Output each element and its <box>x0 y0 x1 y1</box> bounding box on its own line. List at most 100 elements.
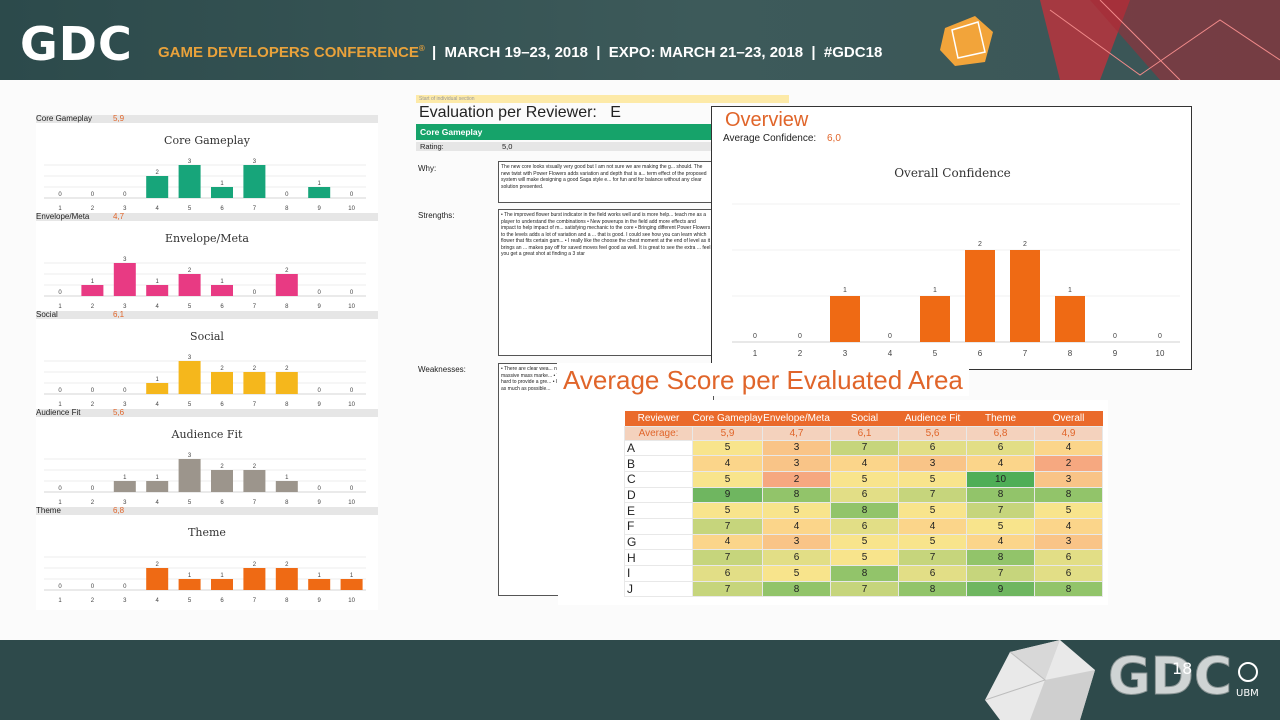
tick-label: 4 <box>156 304 160 310</box>
score-cell: 4 <box>691 455 764 472</box>
score-cell: 2 <box>1034 455 1104 472</box>
average-cell: 4,9 <box>1034 425 1104 441</box>
score-cell: 3 <box>1034 470 1104 488</box>
score-cell: 5 <box>966 517 1036 535</box>
score-cell: 6 <box>898 565 968 582</box>
data-label: 0 <box>350 388 354 394</box>
bar <box>308 579 331 590</box>
score-cell: 7 <box>691 580 764 598</box>
conference-dates: | MARCH 19–23, 2018 | EXPO: MARCH 21–23,… <box>432 44 883 61</box>
data-label: 0 <box>753 333 757 340</box>
data-label: 0 <box>123 584 127 590</box>
data-label: 0 <box>1158 333 1162 340</box>
score-cell: 6 <box>691 565 764 582</box>
conference-banner: GDC GAME DEVELOPERS CONFERENCE® | MARCH … <box>0 0 1280 80</box>
bar <box>146 176 169 198</box>
bar <box>211 187 233 198</box>
theme-chart-title: Theme <box>188 526 226 539</box>
tick-label: 2 <box>91 206 95 212</box>
tick-label: 3 <box>123 402 127 408</box>
tick-label: 1 <box>58 206 62 212</box>
tick-label: 6 <box>220 304 224 310</box>
score-cell: 8 <box>966 486 1036 504</box>
bar <box>178 579 201 590</box>
tick-label: 1 <box>58 402 62 408</box>
theme-name: Theme <box>36 506 61 515</box>
data-label: 0 <box>123 388 127 394</box>
theme-avg: 6,8 <box>113 506 125 515</box>
score-area: Reviewer Core Gameplay Envelope/Meta Social… <box>558 400 1108 605</box>
data-label: 0 <box>318 388 322 394</box>
score-cell: 9 <box>691 486 764 504</box>
score-cell: 8 <box>762 486 832 504</box>
score-cell: 4 <box>966 533 1036 551</box>
tick-label: 5 <box>188 402 192 408</box>
score-cell: 6 <box>1034 549 1104 566</box>
audience-fit-header: Audience Fit 5,6 <box>36 408 378 417</box>
data-label: 3 <box>188 355 192 361</box>
score-cell: 7 <box>691 517 764 535</box>
data-label: 0 <box>58 192 62 198</box>
average-row: Average: 5,9 4,7 6,1 5,6 6,8 4,9 <box>624 425 1104 441</box>
tick-label: 2 <box>798 349 803 358</box>
tick-label: 1 <box>753 349 758 358</box>
score-cell: 3 <box>762 533 832 551</box>
bar <box>243 470 266 492</box>
score-cell: 9 <box>966 580 1036 598</box>
score-cell: 4 <box>898 517 968 535</box>
tick-label: 8 <box>1068 349 1073 358</box>
why-text: The new core looks visually very good bu… <box>498 161 714 203</box>
social-avg: 6,1 <box>113 310 125 319</box>
tick-label: 4 <box>156 402 160 408</box>
bar <box>243 568 266 590</box>
tick-label: 2 <box>91 304 95 310</box>
evaluation-title: Evaluation per Reviewer: E <box>419 104 621 121</box>
column-header: Reviewer <box>624 411 693 426</box>
data-label: 0 <box>285 192 289 198</box>
column-header: Core Gameplay <box>692 411 763 426</box>
data-label: 2 <box>253 464 257 470</box>
data-label: 0 <box>888 333 892 340</box>
data-label: 1 <box>91 279 95 285</box>
footer-decoration: GDC 18 UBM <box>984 640 1259 720</box>
score-cell: 2 <box>762 470 832 488</box>
score-cell: 3 <box>898 455 968 472</box>
bar <box>146 568 169 590</box>
column-header: Overall <box>1034 411 1103 426</box>
footer-company: UBM <box>1236 688 1259 699</box>
social-header: Social 6,1 <box>36 310 378 319</box>
reviewer-cell: G <box>624 533 693 551</box>
tick-label: 4 <box>888 349 893 358</box>
score-cell: 4 <box>762 517 832 535</box>
score-cell: 8 <box>762 580 832 598</box>
bar <box>340 579 363 590</box>
bar <box>146 285 169 296</box>
score-cell: 6 <box>830 517 900 535</box>
score-cell: 5 <box>830 470 900 488</box>
data-label: 3 <box>123 257 127 263</box>
score-cell: 5 <box>898 502 968 519</box>
data-label: 2 <box>285 562 289 568</box>
confidence-label: Average Confidence: <box>723 133 817 144</box>
score-cell: 4 <box>966 455 1036 472</box>
overview-title: Overview <box>725 109 809 131</box>
tick-label: 1 <box>58 500 62 506</box>
score-cell: 4 <box>1034 439 1104 457</box>
bar <box>1055 296 1085 342</box>
data-label: 2 <box>253 366 257 372</box>
score-cell: 3 <box>762 439 832 457</box>
data-label: 1 <box>220 279 224 285</box>
bar <box>243 372 266 394</box>
tick-label: 7 <box>253 206 257 212</box>
tick-label: 4 <box>156 500 160 506</box>
data-label: 0 <box>253 290 257 296</box>
tick-label: 3 <box>123 304 127 310</box>
tick-label: 7 <box>253 500 257 506</box>
data-label: 3 <box>188 159 192 165</box>
data-label: 1 <box>220 181 224 187</box>
score-cell: 5 <box>898 533 968 551</box>
